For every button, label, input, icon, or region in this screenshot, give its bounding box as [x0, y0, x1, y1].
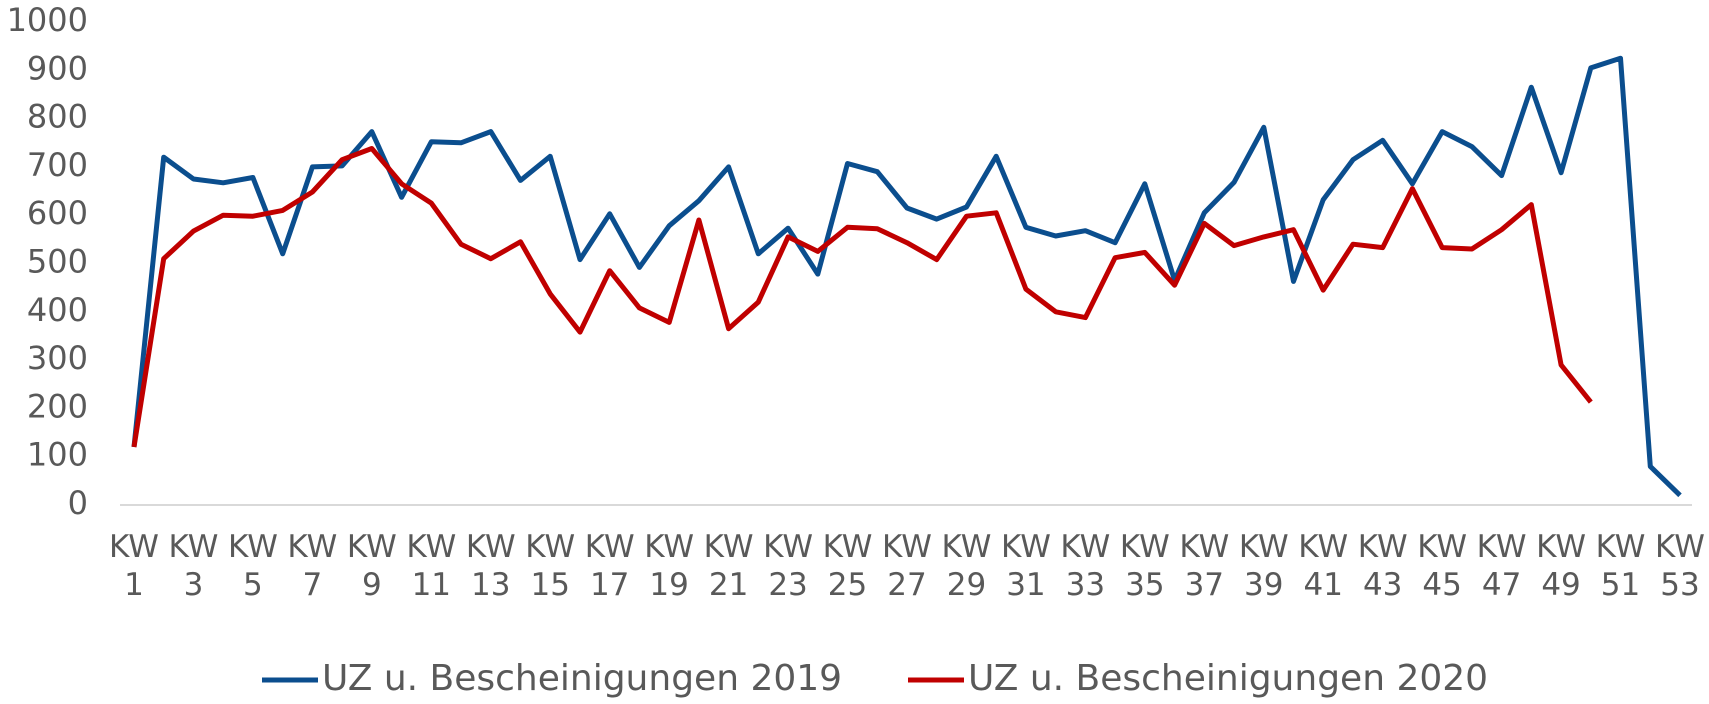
y-tick-label: 400 [27, 291, 88, 329]
x-tick-label: KW 43 [1357, 529, 1408, 603]
x-tick-label: KW 17 [584, 529, 635, 603]
y-tick-label: 100 [27, 436, 88, 474]
x-tick-label: KW 5 [227, 529, 278, 603]
y-tick-label: 700 [27, 146, 88, 184]
x-tick-label: KW 31 [1000, 529, 1051, 603]
x-tick-label: KW 49 [1536, 529, 1586, 603]
y-tick-label: 1000 [7, 1, 88, 39]
x-tick-label: KW 13 [465, 529, 516, 603]
x-tick-label: KW 11 [406, 529, 457, 603]
x-tick-label: KW 33 [1060, 529, 1111, 603]
x-tick-label: KW 51 [1595, 529, 1646, 603]
series-line [131, 146, 1593, 448]
x-tick-label: KW 3 [168, 529, 219, 603]
x-tick-label: KW 29 [941, 529, 992, 603]
y-tick-label: 200 [27, 387, 88, 425]
legend-label: UZ u. Bescheinigungen 2019 [322, 658, 842, 699]
x-tick-label: KW 35 [1119, 529, 1170, 603]
y-tick-label: 0 [68, 484, 88, 522]
x-tick-label: KW 41 [1298, 529, 1349, 603]
y-tick-label: 600 [27, 194, 88, 232]
series-line [131, 55, 1682, 498]
y-tick-label: 800 [27, 98, 88, 136]
x-tick-label: KW 39 [1238, 529, 1289, 603]
x-tick-label: KW 7 [287, 529, 338, 603]
x-tick-label: KW 9 [346, 529, 397, 603]
legend-label: UZ u. Bescheinigungen 2020 [968, 658, 1488, 699]
x-tick-label: KW 37 [1179, 529, 1230, 603]
x-tick-label: KW 21 [703, 529, 754, 603]
y-tick-label: 300 [27, 339, 88, 377]
x-tick-label: KW 47 [1476, 529, 1527, 603]
x-tick-label: KW 15 [525, 529, 576, 603]
y-tick-label: 500 [27, 243, 88, 281]
x-tick-label: KW 27 [882, 529, 932, 603]
x-tick-label: KW 1 [109, 529, 159, 603]
y-tick-label: 900 [27, 49, 88, 87]
x-tick-label: KW 19 [644, 529, 695, 603]
x-tick-label: KW 23 [763, 529, 813, 603]
x-tick-label: KW 45 [1417, 529, 1468, 603]
x-tick-label: KW 53 [1655, 529, 1705, 603]
x-tick-label: KW 25 [822, 529, 873, 603]
